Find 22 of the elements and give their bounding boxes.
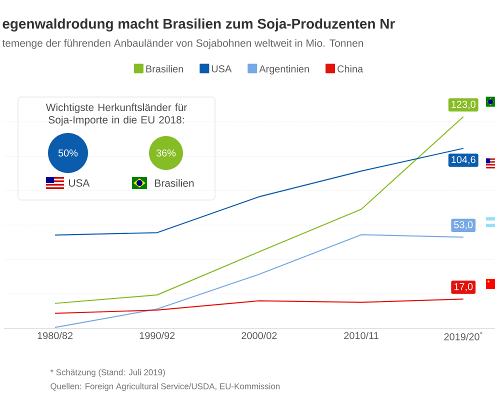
legend-label: China <box>338 65 364 72</box>
x-tick-label: 1980/82 <box>38 332 73 340</box>
data-label: 53,0 <box>454 221 473 230</box>
x-tick-label: 1990/92 <box>140 332 175 340</box>
source-note: Quellen: Foreign Agricultural Service/USDA, EU-Kommission <box>50 383 280 391</box>
legend-label: USA <box>212 65 232 72</box>
annotation: Brasilien <box>155 179 194 187</box>
data-label: 123,0 <box>452 100 476 110</box>
x-tick-label: 2010/11 <box>344 332 378 340</box>
text: * Schätzung (Stand: Juli 2019) <box>50 369 165 377</box>
chart-title: egenwaldrodung macht Brasilien zum Soja-Produzenten Nr <box>2 18 395 32</box>
data-label: 17,0 <box>454 283 473 292</box>
annotation: 36% <box>156 149 176 157</box>
legend-label: Argentinien <box>259 65 309 74</box>
annotation: USA <box>69 179 90 187</box>
chart-subtitle: temenge der führenden Anbauländer von Sojabohnen weltweit in Mio. Tonnen <box>2 39 363 49</box>
x-tick-label: 2000/02 <box>242 332 277 340</box>
data-label: 104,6 <box>452 156 476 164</box>
annotation: Wichtigste Herkunftsländer für Soja-Importe in die EU 2018: <box>46 103 187 126</box>
annotation: 50% <box>58 149 78 157</box>
x-tick-label: 2019/20$^{*}$ <box>444 332 482 340</box>
legend-label: Brasilien <box>146 65 183 72</box>
